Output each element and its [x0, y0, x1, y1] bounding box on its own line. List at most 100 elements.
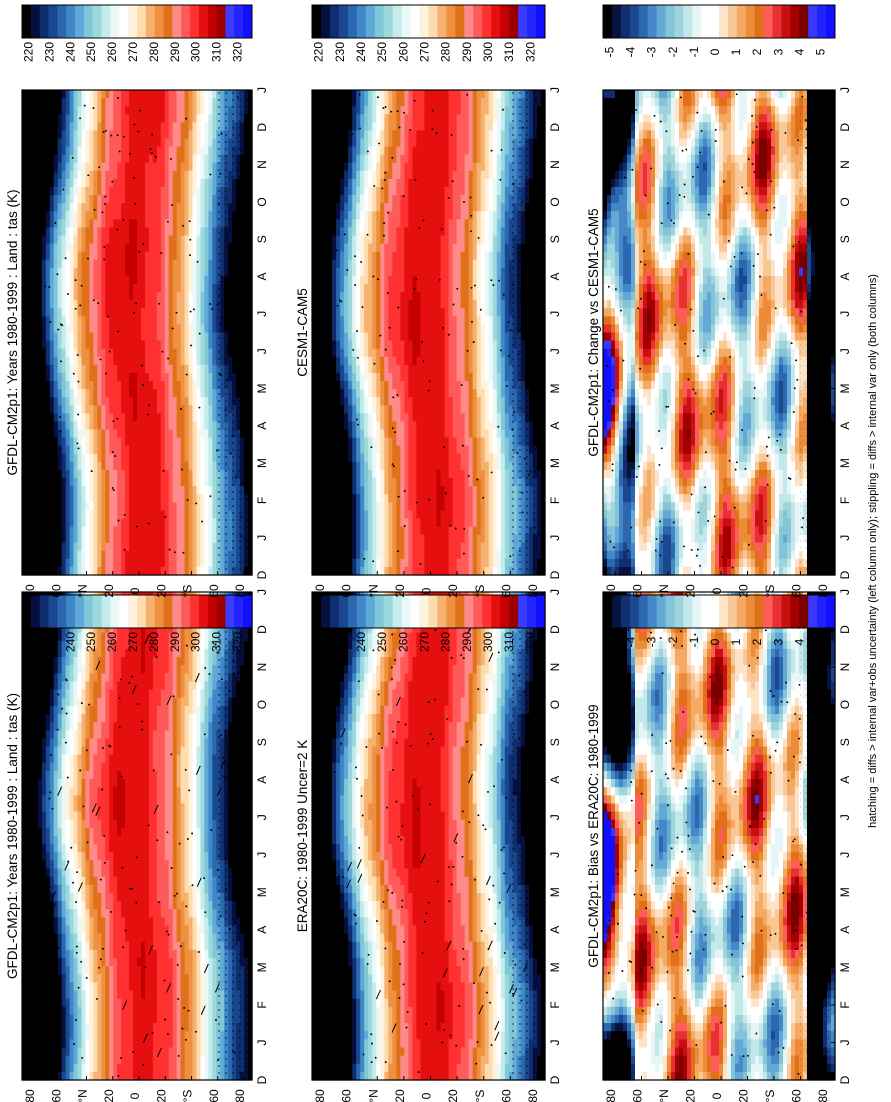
- heatmap-cell: [22, 1015, 27, 1024]
- heatmap-cell: [121, 974, 126, 983]
- heatmap-cell: [129, 657, 134, 666]
- heatmap-cell: [74, 779, 79, 788]
- heatmap-cell: [200, 869, 205, 878]
- stipple-dot: [57, 729, 59, 731]
- heatmap-cell: [58, 139, 63, 148]
- heatmap-cell: [30, 885, 35, 894]
- heatmap-cell: [165, 681, 170, 690]
- heatmap-cell: [129, 795, 134, 804]
- heatmap-cell: [54, 543, 59, 552]
- heatmap-cell: [113, 901, 118, 910]
- heatmap-cell: [78, 925, 83, 934]
- heatmap-cell: [81, 763, 86, 772]
- heatmap-cell: [54, 942, 59, 951]
- heatmap-cell: [109, 893, 114, 902]
- heatmap-cell: [26, 486, 31, 495]
- heatmap-cell: [58, 991, 63, 1000]
- heatmap-cell: [85, 535, 90, 544]
- heatmap-cell: [173, 934, 178, 943]
- heatmap-cell: [181, 755, 186, 764]
- heatmap-cell: [133, 966, 138, 975]
- heatmap-cell: [212, 852, 217, 861]
- heatmap-cell: [62, 155, 67, 164]
- heatmap-cell: [85, 292, 90, 301]
- heatmap-cell: [66, 268, 71, 277]
- heatmap-cell: [189, 966, 194, 975]
- heatmap-cell: [42, 991, 47, 1000]
- stipple-dot: [122, 867, 124, 869]
- heatmap-cell: [109, 714, 114, 723]
- heatmap-cell: [177, 917, 182, 926]
- heatmap-cell: [74, 999, 79, 1008]
- heatmap-cell: [105, 657, 110, 666]
- heatmap-cell: [89, 421, 94, 430]
- stipple-dot: [120, 1057, 122, 1059]
- heatmap-cell: [117, 1015, 122, 1024]
- heatmap-cell: [125, 917, 130, 926]
- heatmap-cell: [196, 812, 201, 821]
- heatmap-cell: [74, 405, 79, 414]
- heatmap-cell: [74, 494, 79, 503]
- heatmap-cell: [74, 567, 79, 576]
- stipple-dot: [121, 776, 123, 778]
- heatmap-cell: [70, 551, 75, 560]
- heatmap-cell: [97, 454, 102, 463]
- heatmap-cell: [54, 446, 59, 455]
- heatmap-cell: [133, 795, 138, 804]
- heatmap-cell: [133, 738, 138, 747]
- heatmap-cell: [38, 139, 43, 148]
- heatmap-cell: [46, 462, 51, 471]
- heatmap-cell: [105, 844, 110, 853]
- heatmap-cell: [204, 771, 209, 780]
- heatmap-cell: [165, 771, 170, 780]
- heatmap-cell: [58, 438, 63, 447]
- heatmap-cell: [169, 779, 174, 788]
- heatmap-cell: [204, 649, 209, 658]
- heatmap-cell: [200, 779, 205, 788]
- heatmap-cell: [133, 755, 138, 764]
- heatmap-cell: [42, 885, 47, 894]
- heatmap-cell: [54, 991, 59, 1000]
- heatmap-cell: [81, 324, 86, 333]
- heatmap-cell: [121, 950, 126, 959]
- heatmap-cell: [70, 486, 75, 495]
- heatmap-cell: [208, 1047, 213, 1056]
- heatmap-cell: [177, 1007, 182, 1016]
- heatmap-cell: [97, 1064, 102, 1073]
- heatmap-cell: [169, 958, 174, 967]
- heatmap-cell: [101, 803, 106, 812]
- heatmap-cell: [196, 730, 201, 739]
- heatmap-cell: [70, 244, 75, 253]
- heatmap-cell: [93, 836, 98, 845]
- heatmap-cell: [78, 803, 83, 812]
- heatmap-cell: [165, 665, 170, 674]
- heatmap-cell: [200, 681, 205, 690]
- heatmap-cell: [34, 1031, 39, 1040]
- heatmap-cell: [42, 681, 47, 690]
- heatmap-cell: [97, 567, 102, 576]
- heatmap-cell: [141, 633, 146, 642]
- heatmap-cell: [70, 316, 75, 325]
- heatmap-cell: [133, 1015, 138, 1024]
- heatmap-cell: [26, 681, 31, 690]
- heatmap-cell: [70, 365, 75, 374]
- heatmap-cell: [97, 925, 102, 934]
- heatmap-cell: [30, 171, 35, 180]
- heatmap-cell: [42, 139, 47, 148]
- heatmap-cell: [97, 1039, 102, 1048]
- heatmap-cell: [74, 836, 79, 845]
- heatmap-cell: [93, 502, 98, 511]
- heatmap-cell: [70, 227, 75, 236]
- heatmap-cell: [117, 771, 122, 780]
- heatmap-cell: [74, 665, 79, 674]
- heatmap-cell: [185, 925, 190, 934]
- heatmap-cell: [89, 462, 94, 471]
- heatmap-cell: [117, 763, 122, 772]
- heatmap-cell: [54, 860, 59, 869]
- heatmap-cell: [212, 844, 217, 853]
- heatmap-cell: [78, 438, 83, 447]
- heatmap-cell: [30, 341, 35, 350]
- heatmap-cell: [133, 942, 138, 951]
- heatmap-cell: [212, 966, 217, 975]
- heatmap-cell: [173, 860, 178, 869]
